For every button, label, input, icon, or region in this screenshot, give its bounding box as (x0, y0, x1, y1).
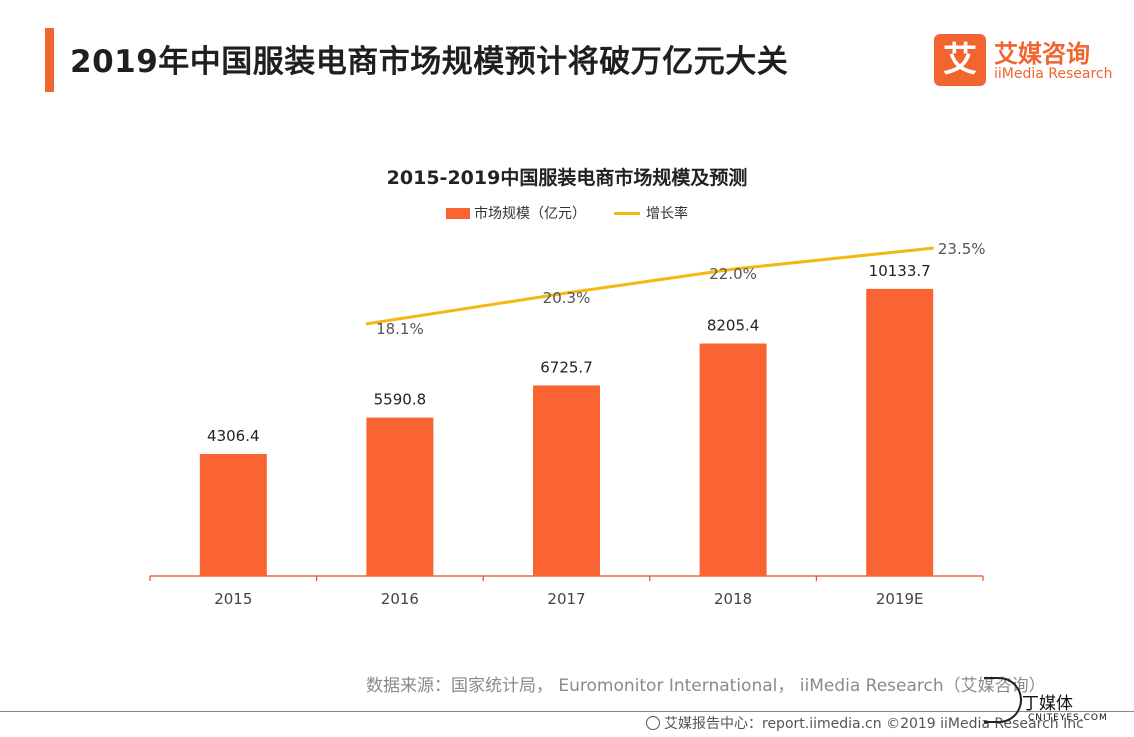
footer-divider (0, 711, 1134, 712)
legend-label-market-size: 市场规模（亿元） (474, 206, 586, 222)
growth-label-2018: 22.0% (709, 265, 757, 283)
bar-label-2015: 4306.4 (207, 427, 260, 445)
logo-name-en: iiMedia Research (994, 66, 1113, 82)
logo-name-cn: 艾媒咨询 (994, 40, 1090, 68)
bar-2018 (699, 343, 767, 576)
bar-2017 (533, 385, 600, 576)
bar-2016 (366, 417, 434, 576)
watermark-logo-icon (984, 677, 1022, 723)
page-title: 2019年中国服装电商市场规模预计将破万亿元大关 (70, 44, 789, 80)
bar-label-2016: 5590.8 (374, 391, 427, 409)
title-accent-bar (45, 28, 54, 92)
data-source: 数据来源：国家统计局， Euromonitor International， i… (366, 676, 1046, 696)
legend-swatch-growth-rate (614, 211, 640, 215)
globe-icon (646, 716, 660, 730)
x-tick-label-2016: 2016 (381, 590, 419, 608)
legend-swatch-market-size (446, 207, 470, 219)
watermark-sub: CNITEYES.COM (1028, 713, 1108, 723)
logo-glyph: 艾 (934, 34, 986, 86)
bar-label-2018: 8205.4 (707, 317, 760, 335)
growth-label-2019E: 23.5% (938, 240, 986, 258)
bar-label-2019E: 10133.7 (869, 262, 931, 280)
legend-item-market-size: 市场规模（亿元） (446, 204, 586, 222)
legend-item-growth-rate: 增长率 (614, 204, 688, 222)
brand-logo: 艾 艾媒咨询 iiMedia Research (934, 34, 1114, 86)
growth-label-2017: 20.3% (543, 289, 591, 307)
bar-label-2017: 6725.7 (540, 358, 593, 376)
watermark: 丁媒体 CNITEYES.COM (984, 677, 1124, 729)
growth-label-2016: 18.1% (376, 320, 424, 338)
legend-label-growth-rate: 增长率 (646, 206, 688, 222)
chart-title: 2015-2019中国服装电商市场规模及预测 (386, 167, 748, 189)
footer: 艾媒报告中心：report.iimedia.cn ©2019 iiMedia R… (646, 713, 1084, 733)
footer-text: 艾媒报告中心：report.iimedia.cn ©2019 iiMedia R… (664, 716, 1084, 732)
x-tick-label-2018: 2018 (714, 590, 752, 608)
watermark-text: 丁媒体 (1022, 694, 1073, 714)
bar-2015 (199, 453, 267, 576)
x-tick-label-2015: 2015 (214, 590, 252, 608)
bar-2019E (866, 288, 934, 576)
x-tick-label-2017: 2017 (547, 590, 585, 608)
growth-rate-line (365, 246, 934, 326)
x-tick-label-2019E: 2019E (876, 590, 924, 608)
